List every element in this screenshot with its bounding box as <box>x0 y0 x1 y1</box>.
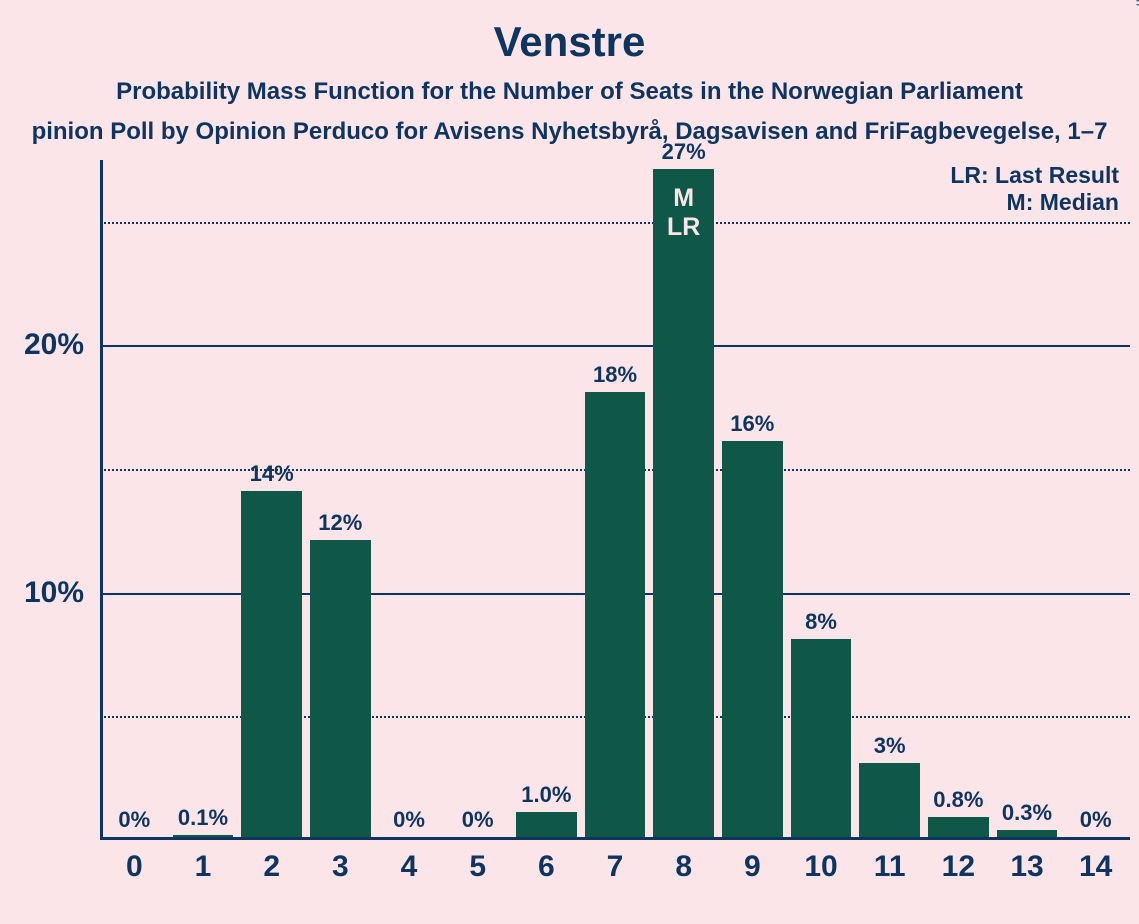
bar-value-label: 0% <box>462 807 494 833</box>
bar <box>722 441 782 837</box>
x-axis <box>100 837 1130 840</box>
bar <box>173 835 233 837</box>
bar-value-label: 0% <box>1080 807 1112 833</box>
chart-subtitle-1: Probability Mass Function for the Number… <box>0 78 1139 106</box>
y-tick-label: 10% <box>24 576 84 610</box>
chart-container: Venstre Probability Mass Function for th… <box>0 0 1139 924</box>
bar-value-label: 14% <box>250 461 294 487</box>
bar <box>241 491 301 837</box>
x-tick-label: 10 <box>804 850 837 884</box>
bar-value-label: 18% <box>593 362 637 388</box>
bar-value-label: 0.1% <box>178 805 228 831</box>
bar: MLR <box>653 169 713 837</box>
chart-title: Venstre <box>0 18 1139 66</box>
x-tick-label: 1 <box>195 850 212 884</box>
bar-value-label: 16% <box>730 411 774 437</box>
x-tick-label: 2 <box>263 850 280 884</box>
bar <box>859 763 919 837</box>
bar <box>791 639 851 837</box>
gridline-minor <box>100 222 1130 224</box>
bar-value-label: 0% <box>393 807 425 833</box>
y-tick-label: 20% <box>24 328 84 362</box>
x-tick-label: 13 <box>1010 850 1043 884</box>
bar-inner-label: MLR <box>667 184 700 242</box>
bar-value-label: 27% <box>662 139 706 165</box>
copyright-text: © 2025 Filip van Laenen <box>1133 0 1139 6</box>
gridline-major <box>100 345 1130 347</box>
x-tick-label: 5 <box>469 850 486 884</box>
x-tick-label: 14 <box>1079 850 1112 884</box>
bar <box>997 830 1057 837</box>
x-tick-label: 6 <box>538 850 555 884</box>
plot-area: 10%20%0%00.1%114%212%30%40%51.0%618%7MLR… <box>100 160 1130 840</box>
y-axis <box>100 160 103 840</box>
bar <box>310 540 370 837</box>
bar-value-label: 0% <box>118 807 150 833</box>
bar-value-label: 1.0% <box>521 782 571 808</box>
x-tick-label: 12 <box>942 850 975 884</box>
bar-value-label: 8% <box>805 609 837 635</box>
x-tick-label: 8 <box>675 850 692 884</box>
x-tick-label: 7 <box>607 850 624 884</box>
x-tick-label: 9 <box>744 850 761 884</box>
bar-value-label: 0.8% <box>933 787 983 813</box>
bar <box>928 817 988 837</box>
x-tick-label: 3 <box>332 850 349 884</box>
bar-value-label: 0.3% <box>1002 800 1052 826</box>
bar <box>585 392 645 837</box>
bar-value-label: 12% <box>318 510 362 536</box>
x-tick-label: 0 <box>126 850 143 884</box>
x-tick-label: 4 <box>401 850 418 884</box>
chart-subtitle-2: pinion Poll by Opinion Perduco for Avise… <box>0 118 1139 146</box>
x-tick-label: 11 <box>874 850 906 884</box>
bar-value-label: 3% <box>874 733 906 759</box>
bar <box>516 812 576 837</box>
